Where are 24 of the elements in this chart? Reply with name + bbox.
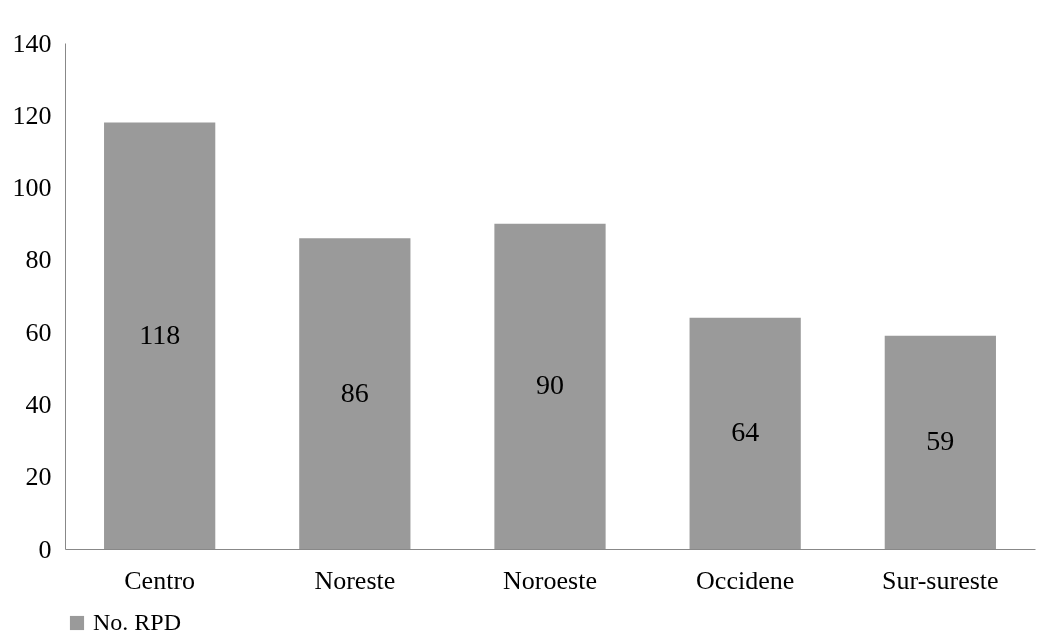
bar xyxy=(884,335,996,549)
bar xyxy=(104,122,216,549)
y-tick-label: 40 xyxy=(25,389,52,419)
data-label: 118 xyxy=(139,318,181,350)
x-tick-label: Centro xyxy=(124,565,196,595)
y-tick-label: 120 xyxy=(12,100,52,130)
y-tick-label: 140 xyxy=(12,28,52,58)
data-label: 64 xyxy=(731,416,760,448)
x-tick-label: Sur-sureste xyxy=(882,565,999,595)
x-tick-label: Occidene xyxy=(696,565,795,595)
data-label: 86 xyxy=(340,376,369,408)
data-label: 90 xyxy=(536,369,564,401)
bar xyxy=(299,238,411,549)
y-tick-label: 60 xyxy=(25,317,52,347)
y-tick-label: 80 xyxy=(25,245,52,275)
y-tick-label: 0 xyxy=(38,534,52,564)
x-tick-label: Noroeste xyxy=(503,565,597,595)
legend-label: No. RPD xyxy=(93,609,182,635)
x-tick-label: Noreste xyxy=(314,565,396,595)
data-label: 59 xyxy=(926,425,955,457)
bar xyxy=(494,223,606,549)
bar xyxy=(689,317,801,549)
y-tick-label: 20 xyxy=(25,462,52,492)
y-tick-label: 100 xyxy=(12,173,52,203)
